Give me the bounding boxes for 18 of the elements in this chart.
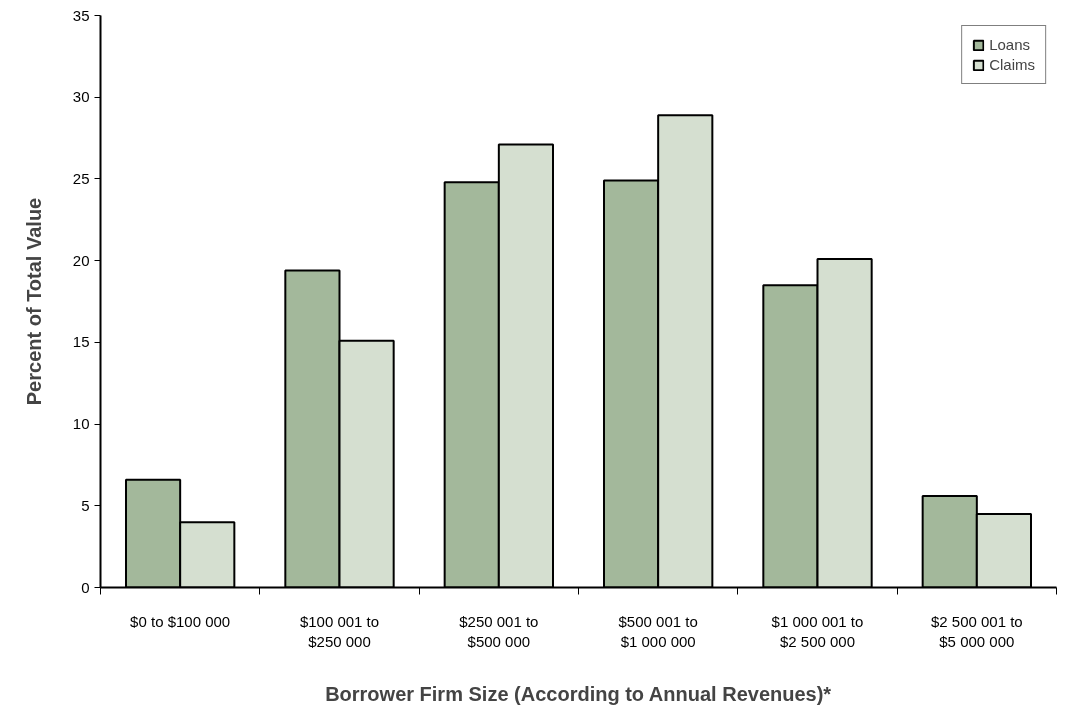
y-tick-label: 25 [72,169,90,187]
y-tick-label: 10 [72,415,90,433]
y-tick-label: 5 [81,496,90,514]
legend-label: Loans [989,36,1031,53]
y-tick-label: 20 [72,251,90,269]
x-tick-label: $500 001 to $1 000 000 [618,612,698,650]
x-axis-title: Borrower Firm Size (According to Annual Revenues)* [325,682,832,705]
y-tick-label: 30 [72,88,90,106]
y-tick-label: 15 [72,333,90,351]
legend-label: Claims [989,56,1035,73]
x-tick-label: $1 000 001 to $2 500 000 [771,612,864,650]
x-tick-label: $250 001 to $500 000 [459,612,539,650]
x-tick-label: $2 500 001 to $5 000 000 [930,612,1023,650]
y-axis-title: Percent of Total Value [22,197,45,406]
y-tick-label: 35 [72,6,90,24]
x-tick-label: $100 001 to $250 000 [299,612,380,650]
x-tick-label: $0 to $100 000 [130,612,231,630]
y-tick-label: 0 [81,578,90,596]
